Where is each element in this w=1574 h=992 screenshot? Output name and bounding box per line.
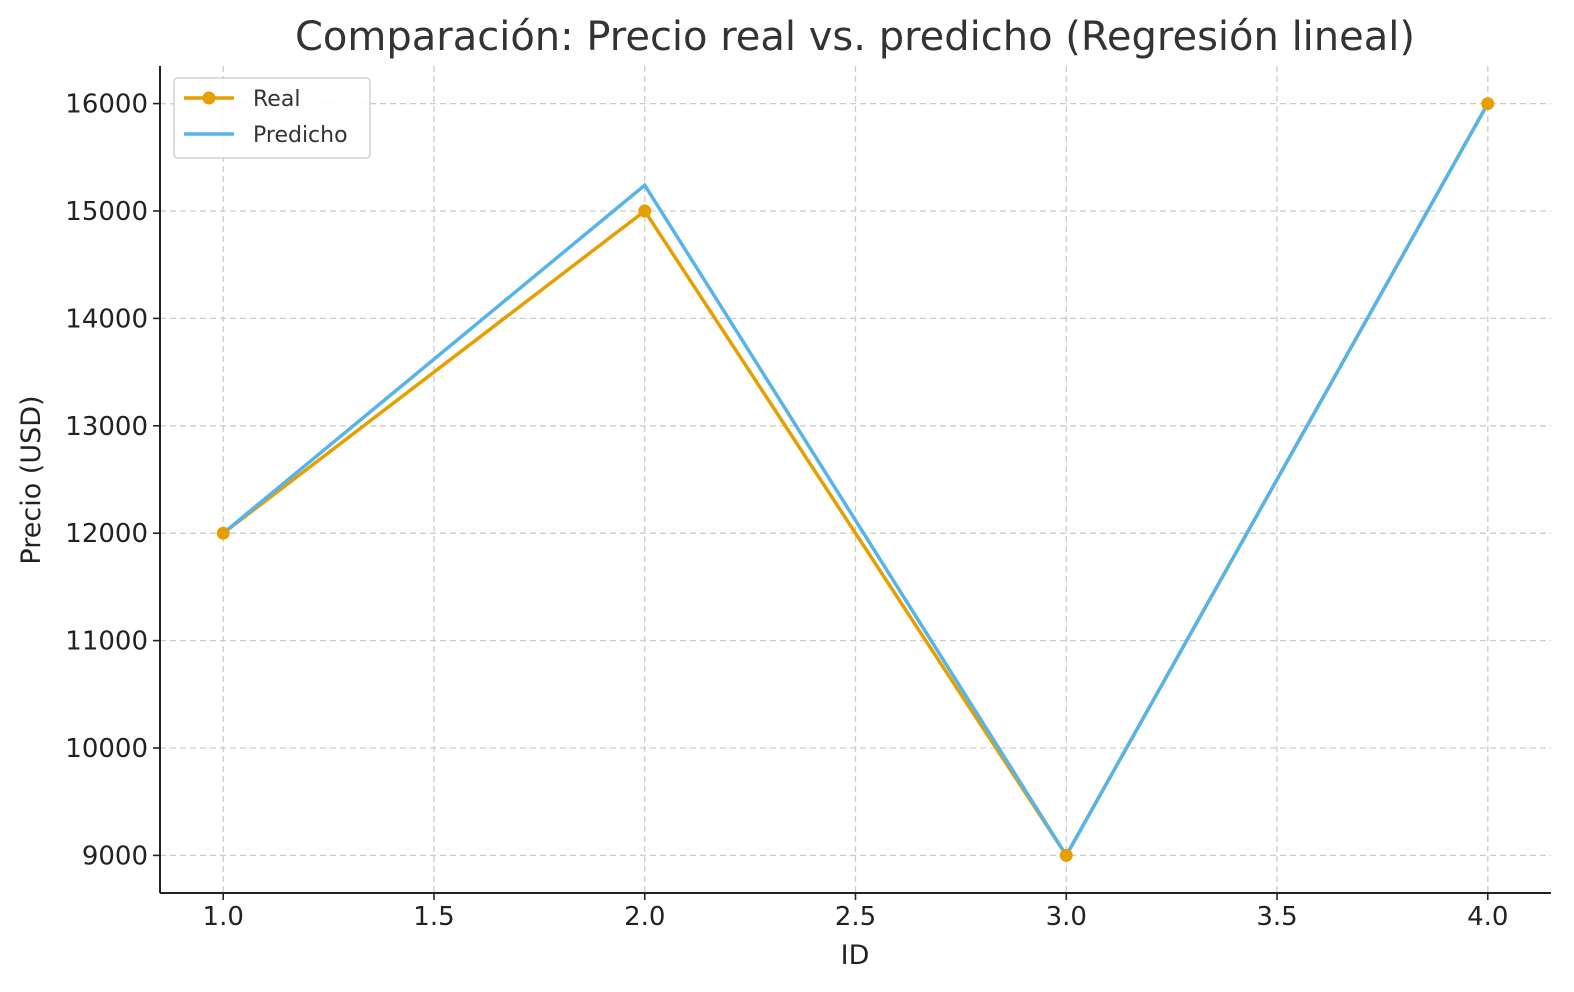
legend: Real Predicho — [173, 77, 371, 159]
series-line-predicho — [222, 102, 1490, 859]
series-lines — [216, 97, 1495, 862]
data-point-real — [216, 526, 230, 540]
y-tick-label: 13000 — [65, 412, 148, 442]
x-tick-label: 3.0 — [1046, 902, 1087, 932]
data-point-real — [1059, 848, 1073, 862]
x-tick-label: 1.0 — [203, 902, 244, 932]
y-axis-label: Precio (USD) — [16, 395, 47, 564]
y-tick-label: 14000 — [65, 304, 148, 334]
axes: 1.0 1.5 2.0 2.5 3.0 3.5 4.0 9000 10000 11000 12000… — [65, 66, 1551, 932]
x-axis-label: ID — [841, 940, 870, 971]
grid — [160, 66, 1551, 893]
x-tick-label: 3.5 — [1256, 902, 1297, 932]
x-tick-label: 2.0 — [624, 902, 665, 932]
legend-marker-real — [202, 91, 216, 105]
x-tick-label: 1.5 — [413, 902, 454, 932]
y-tick-label: 12000 — [65, 519, 148, 549]
data-point-real — [638, 204, 652, 218]
legend-label-predicho: Predicho — [253, 123, 348, 148]
x-tick-label: 2.5 — [835, 902, 876, 932]
y-tick-label: 16000 — [65, 90, 148, 120]
y-tick-label: 11000 — [65, 627, 148, 657]
chart-title: Comparación: Precio real vs. predicho (R… — [295, 14, 1415, 60]
data-point-real — [1481, 97, 1495, 111]
x-tick-label: 4.0 — [1467, 902, 1508, 932]
y-tick-label: 10000 — [65, 734, 148, 764]
y-tick-label: 9000 — [82, 841, 148, 871]
y-tick-label: 15000 — [65, 197, 148, 227]
legend-label-real: Real — [253, 87, 300, 112]
